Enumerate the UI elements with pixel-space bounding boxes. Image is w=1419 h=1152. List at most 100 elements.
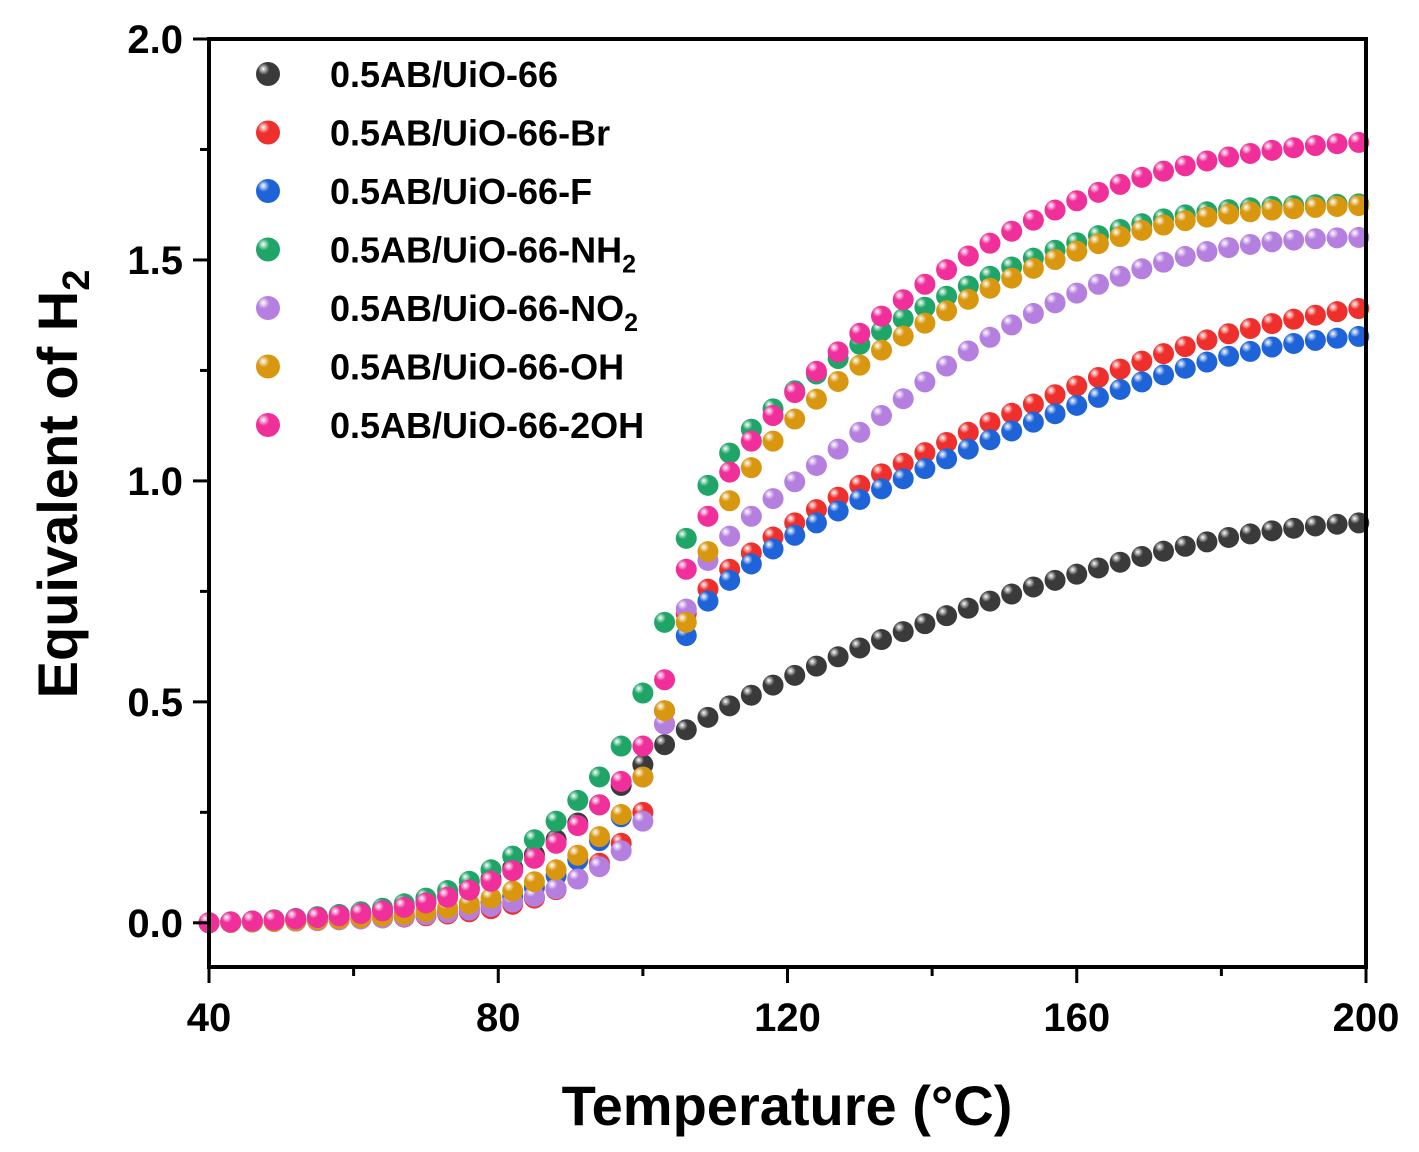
data-point — [610, 770, 632, 792]
data-point — [1109, 265, 1131, 287]
data-point — [697, 590, 719, 612]
data-point — [610, 735, 632, 757]
data-point — [1153, 251, 1175, 273]
data-point — [892, 468, 914, 490]
data-point — [1174, 535, 1196, 557]
data-point — [1239, 142, 1261, 164]
data-point — [957, 438, 979, 460]
data-point — [762, 538, 784, 560]
data-point — [1218, 146, 1240, 168]
data-point — [914, 371, 936, 393]
data-point — [1087, 181, 1109, 203]
data-point — [285, 908, 307, 930]
data-point — [588, 826, 610, 848]
data-point — [936, 448, 958, 470]
data-point — [393, 896, 415, 918]
data-point — [914, 273, 936, 295]
data-point — [1044, 384, 1066, 406]
data-point — [1066, 240, 1088, 262]
data-point — [1261, 313, 1283, 335]
data-point — [849, 421, 871, 443]
data-point — [697, 541, 719, 563]
data-point — [740, 457, 762, 479]
data-point — [936, 259, 958, 281]
y-tick-label: 2.0 — [127, 18, 183, 62]
data-point — [784, 664, 806, 686]
data-point — [263, 909, 285, 931]
data-point — [1022, 411, 1044, 433]
data-point — [1239, 233, 1261, 255]
data-point — [697, 505, 719, 527]
data-point — [1087, 557, 1109, 579]
data-point — [1022, 209, 1044, 231]
data-point — [1174, 245, 1196, 267]
data-point — [1196, 150, 1218, 172]
data-point — [1304, 134, 1326, 156]
data-point — [849, 488, 871, 510]
data-point — [632, 810, 654, 832]
legend-marker — [256, 354, 280, 379]
data-point — [1001, 267, 1023, 289]
data-points — [198, 131, 1370, 934]
data-point — [871, 305, 893, 327]
data-point — [1066, 394, 1088, 416]
data-point — [849, 354, 871, 376]
data-point — [241, 910, 263, 932]
data-point — [1001, 220, 1023, 242]
data-point — [523, 829, 545, 851]
data-point — [1044, 199, 1066, 221]
data-point — [805, 655, 827, 677]
data-point — [588, 794, 610, 816]
legend-label: 0.5AB/UiO-66-F — [330, 171, 592, 212]
data-point — [1022, 302, 1044, 324]
data-point — [523, 871, 545, 893]
data-point — [805, 388, 827, 410]
data-point — [719, 695, 741, 717]
data-point — [1109, 173, 1131, 195]
data-point — [675, 558, 697, 580]
data-point — [936, 431, 958, 453]
x-tick-label: 120 — [754, 996, 821, 1040]
data-point — [610, 804, 632, 826]
data-point — [1283, 137, 1305, 159]
axis-tick-labels: 40 80 120 160 200 0.0 0.5 1.0 1.5 2.0 — [127, 18, 1399, 1040]
data-point — [1044, 292, 1066, 314]
data-point — [871, 320, 893, 342]
data-point — [632, 735, 654, 757]
data-point — [1153, 214, 1175, 236]
data-point — [1174, 357, 1196, 379]
data-point — [1109, 378, 1131, 400]
data-point — [1196, 329, 1218, 351]
data-point — [936, 355, 958, 377]
data-point — [914, 312, 936, 334]
data-point — [719, 525, 741, 547]
data-point — [1153, 364, 1175, 386]
data-point — [654, 700, 676, 722]
data-point — [892, 452, 914, 474]
data-point — [1326, 227, 1348, 249]
data-point — [1087, 366, 1109, 388]
data-point — [871, 339, 893, 361]
data-point — [740, 684, 762, 706]
data-point — [805, 512, 827, 534]
data-point — [936, 605, 958, 627]
data-point — [1218, 526, 1240, 548]
data-point — [1304, 228, 1326, 250]
data-point — [719, 461, 741, 483]
data-point — [740, 553, 762, 575]
data-point — [1196, 206, 1218, 228]
data-point — [502, 860, 524, 882]
x-tick-label: 80 — [476, 996, 521, 1040]
data-point — [1326, 513, 1348, 535]
data-point — [914, 442, 936, 464]
data-point — [892, 308, 914, 330]
data-point — [936, 300, 958, 322]
data-point — [957, 340, 979, 362]
legend-marker — [256, 413, 280, 437]
data-point — [1044, 569, 1066, 591]
data-point — [1001, 583, 1023, 605]
data-point — [675, 719, 697, 741]
series-6 — [198, 131, 1370, 934]
data-point — [697, 474, 719, 496]
